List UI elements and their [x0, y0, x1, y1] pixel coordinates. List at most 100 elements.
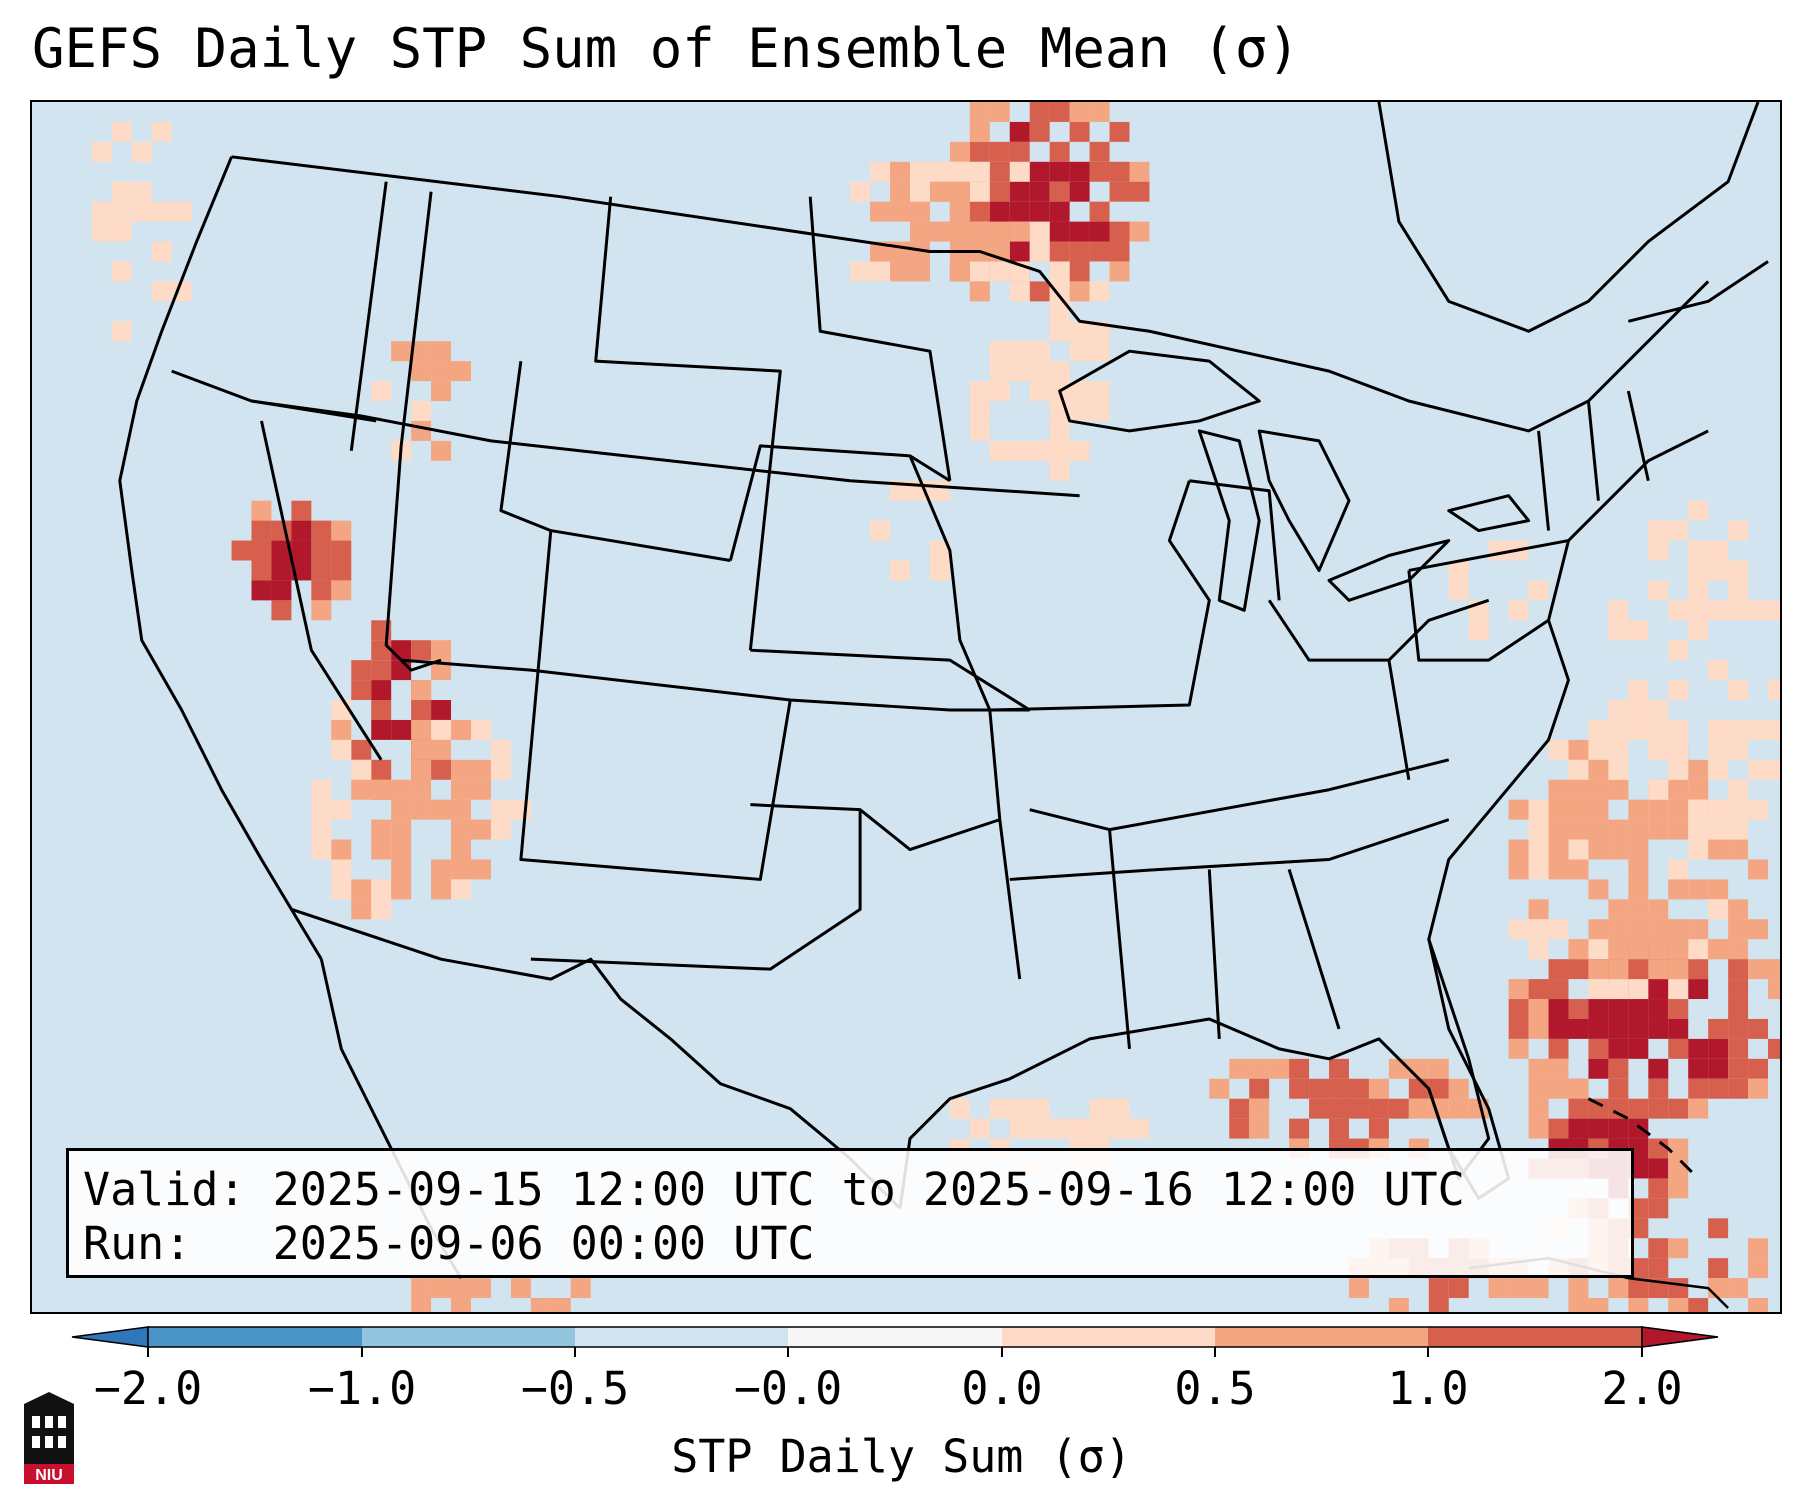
anomaly-cell	[870, 241, 891, 262]
anomaly-cell	[1089, 141, 1110, 162]
anomaly-cell	[1568, 1078, 1589, 1099]
anomaly-cell	[1089, 1098, 1110, 1119]
anomaly-cell	[1708, 660, 1729, 681]
anomaly-cell	[1688, 819, 1709, 840]
anomaly-cell	[1748, 859, 1769, 880]
info-box: Valid: 2025-09-15 12:00 UTC to 2025-09-1…	[66, 1148, 1634, 1278]
anomaly-cell	[1009, 161, 1030, 182]
lake-ontario	[1447, 494, 1531, 533]
anomaly-cell	[1688, 1038, 1709, 1059]
anomaly-cell	[1049, 321, 1070, 342]
anomaly-cell	[431, 660, 452, 681]
anomaly-cell	[1388, 1098, 1409, 1119]
anomaly-cell	[890, 181, 910, 202]
anomaly-cell	[1069, 261, 1090, 282]
anomaly-cell	[890, 201, 910, 222]
anomaly-cell	[1648, 1238, 1669, 1259]
anomaly-cell	[1588, 1018, 1609, 1039]
anomaly-cell	[1628, 680, 1649, 701]
anomaly-cell	[989, 181, 1010, 202]
anomaly-cell	[1348, 1278, 1369, 1299]
anomaly-cell	[1448, 1098, 1469, 1119]
anomaly-cell	[371, 381, 392, 402]
valid-value: 2025-09-15 12:00 UTC to 2025-09-16 12:00…	[272, 1163, 1465, 1216]
anomaly-cell	[1728, 600, 1749, 621]
anomaly-cell	[1668, 520, 1689, 541]
anomaly-cell	[1688, 600, 1709, 621]
anomaly-cell	[431, 719, 452, 740]
anomaly-cell	[1049, 261, 1070, 282]
anomaly-cell	[1688, 959, 1709, 980]
anomaly-cell	[1748, 1018, 1769, 1039]
anomaly-cell	[969, 381, 990, 402]
anomaly-cell	[890, 261, 910, 282]
colorbar-arrow-high	[1641, 1326, 1719, 1348]
anomaly-cell	[1508, 999, 1529, 1019]
anomaly-cell	[1688, 500, 1709, 521]
anomaly-cell	[1608, 1038, 1629, 1059]
anomaly-cell	[1528, 1278, 1549, 1299]
anomaly-cell	[451, 719, 471, 740]
anomaly-cell	[989, 341, 1010, 362]
anomaly-cell	[1628, 1018, 1649, 1039]
anomaly-cell	[271, 600, 292, 621]
anomaly-cell	[1708, 799, 1729, 820]
anomaly-cell	[1648, 1058, 1669, 1079]
anomaly-cell	[1588, 739, 1609, 760]
anomaly-cell	[1668, 799, 1689, 820]
anomaly-cell	[1628, 799, 1649, 820]
anomaly-cell	[1668, 739, 1689, 760]
anomaly-cell	[451, 759, 471, 780]
anomaly-cell	[929, 161, 950, 182]
colorbar-arrow-low	[71, 1326, 149, 1348]
anomaly-cell	[391, 341, 412, 362]
anomaly-cell	[1708, 759, 1729, 780]
anomaly-cell	[949, 201, 970, 222]
anomaly-cell	[1069, 121, 1090, 142]
colorbar-tick-label: 2.0	[1601, 1362, 1683, 1415]
anomaly-cell	[1648, 719, 1669, 740]
anomaly-cell	[1648, 1178, 1669, 1199]
anomaly-cell	[171, 201, 192, 222]
anomaly-cell	[371, 879, 392, 900]
anomaly-cell	[1628, 999, 1649, 1019]
anomaly-cell	[1648, 1078, 1669, 1099]
anomaly-cell	[1528, 799, 1549, 820]
anomaly-cell	[989, 361, 1010, 382]
anomaly-cell	[451, 859, 471, 880]
lake-huron	[1257, 429, 1351, 572]
anomaly-cell	[1668, 1278, 1689, 1299]
anomaly-cell	[1029, 241, 1050, 262]
anomaly-cell	[1748, 719, 1769, 740]
anomaly-cell	[1548, 1018, 1569, 1039]
anomaly-cell	[1109, 161, 1130, 182]
anomaly-cell	[1728, 979, 1749, 1000]
anomaly-cell	[1768, 1038, 1780, 1059]
anomaly-cell	[989, 440, 1010, 461]
anomaly-cell	[1069, 241, 1090, 262]
anomaly-cell	[431, 440, 452, 461]
anomaly-cell	[1009, 141, 1030, 162]
anomaly-cell	[1528, 919, 1549, 940]
anomaly-cell	[1588, 719, 1609, 740]
anomaly-cell	[909, 261, 930, 282]
anomaly-cell	[909, 181, 930, 202]
anomaly-cell	[1109, 241, 1130, 262]
anomaly-cell	[1708, 560, 1729, 581]
anomaly-cell	[1049, 141, 1070, 162]
anomaly-cell	[1408, 1098, 1429, 1119]
anomaly-cell	[1668, 919, 1689, 940]
anomaly-cell	[1508, 839, 1529, 860]
anomaly-cell	[1628, 939, 1649, 960]
anomaly-cell	[1608, 999, 1629, 1019]
anomaly-cell	[470, 859, 491, 880]
anomaly-cell	[490, 739, 511, 760]
anomaly-cell	[411, 739, 432, 760]
anomaly-cell	[1688, 1098, 1709, 1119]
anomaly-cell	[1708, 1018, 1729, 1039]
anomaly-cell	[411, 799, 432, 820]
anomaly-cell	[311, 580, 332, 601]
anomaly-cell	[1708, 939, 1729, 960]
anomaly-cell	[291, 520, 312, 541]
anomaly-cell	[1648, 520, 1669, 541]
